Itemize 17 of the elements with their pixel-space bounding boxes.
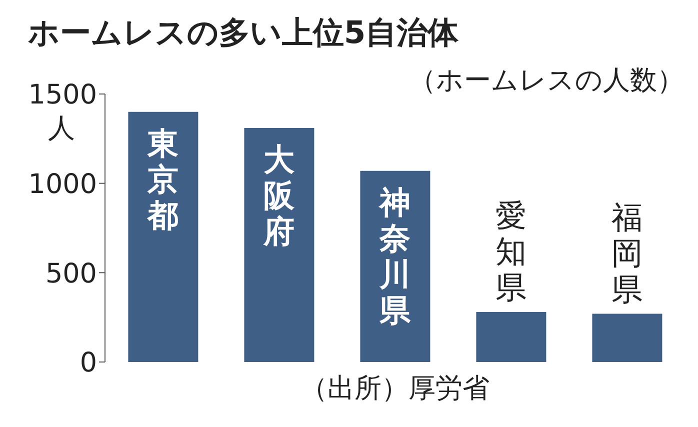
y-tick-label: 1500 — [28, 80, 97, 111]
chart-subtitle: （ホームレスの人数） — [409, 64, 684, 98]
x-tick-label: 東京都 — [146, 126, 179, 234]
x-tick-label: 大阪府 — [262, 142, 296, 250]
bar — [128, 112, 198, 362]
y-axis-title: 人 — [48, 112, 75, 146]
bar — [244, 128, 314, 362]
text: （出所）厚労省 — [300, 372, 490, 406]
chart-title: ホームレスの多い上位5自治体 — [28, 14, 459, 53]
x-tick-label: 神奈川県 — [378, 184, 412, 329]
x-tick-label: 愛知県 — [496, 198, 527, 306]
bar — [592, 314, 662, 362]
y-tick-label: 0 — [80, 348, 97, 379]
bar — [476, 312, 546, 362]
x-tick-label: 福岡県 — [612, 200, 643, 308]
y-tick-label: 500 — [45, 258, 97, 290]
y-tick-label: 1000 — [28, 168, 97, 200]
